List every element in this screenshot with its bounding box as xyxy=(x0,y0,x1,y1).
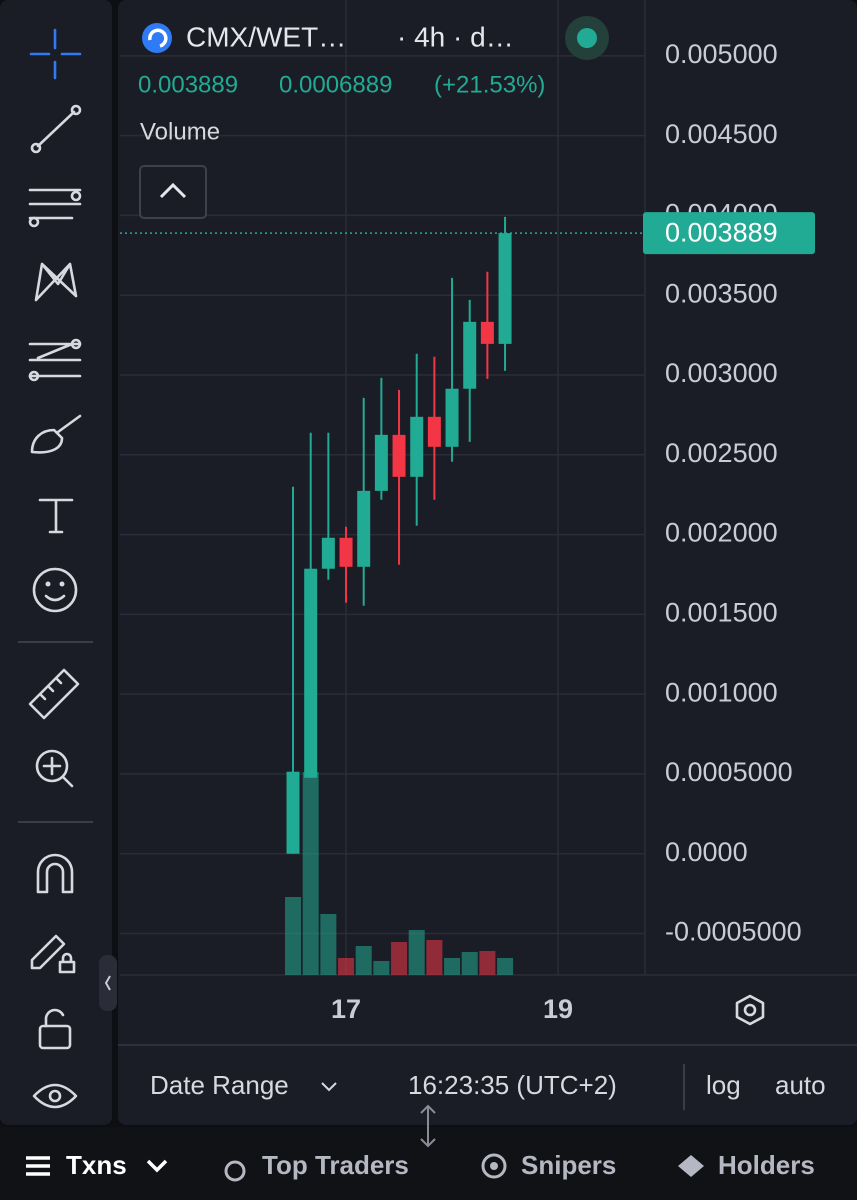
interval: · 4h · d… xyxy=(397,21,514,52)
tool-lock[interactable] xyxy=(38,1008,72,1050)
candle-body xyxy=(357,490,371,567)
candle-body xyxy=(480,321,494,344)
candles xyxy=(120,216,645,854)
volume-bar xyxy=(373,961,390,975)
status-dot xyxy=(577,28,597,48)
tool-fib[interactable] xyxy=(28,338,82,382)
token-icon-mark xyxy=(148,28,168,48)
candle-body xyxy=(463,321,477,389)
grid xyxy=(120,0,857,976)
candle-body xyxy=(445,388,459,447)
tab-holders[interactable]: Holders xyxy=(718,1150,815,1180)
tool-pattern[interactable] xyxy=(34,262,78,302)
collapse-toolbar[interactable] xyxy=(99,955,117,1011)
tool-text[interactable] xyxy=(38,498,74,534)
txns-chevron xyxy=(146,1159,168,1173)
clock: 16:23:35 (UTC+2) xyxy=(408,1070,617,1100)
candle-body xyxy=(498,233,512,344)
txns-icon xyxy=(26,1156,50,1176)
y-tick-label: 0.0005000 xyxy=(665,757,793,787)
tool-magnet[interactable] xyxy=(36,853,74,894)
date-range[interactable]: Date Range xyxy=(150,1070,289,1100)
price-change: 0.0006889 xyxy=(279,71,392,98)
settings-button[interactable] xyxy=(735,994,765,1026)
volume-bar xyxy=(444,958,461,975)
snipers-icon xyxy=(481,1153,507,1179)
volume-bar xyxy=(320,914,337,975)
collapse-icon xyxy=(104,975,111,991)
volume-bar xyxy=(355,946,372,975)
candle-body xyxy=(339,537,353,567)
volume-bar xyxy=(479,951,496,975)
tool-lock-draw[interactable] xyxy=(30,934,76,974)
toolbar-panel xyxy=(0,0,112,1125)
candle-body xyxy=(427,416,441,447)
y-tick-label: -0.0005000 xyxy=(665,917,802,947)
candle-body xyxy=(304,568,318,778)
tool-lines[interactable] xyxy=(28,188,82,228)
y-tick-label: 0.002000 xyxy=(665,518,778,548)
volume-bar xyxy=(461,952,478,975)
tool-brush[interactable] xyxy=(30,414,82,454)
collapse-chevron xyxy=(159,182,187,199)
volume-bar xyxy=(302,772,319,975)
y-tick-label: 0.001000 xyxy=(665,677,778,707)
log-toggle[interactable]: log xyxy=(706,1070,741,1100)
traders-icon xyxy=(224,1160,246,1182)
x-tick-label: 17 xyxy=(331,994,361,1024)
candle-body xyxy=(392,434,406,477)
volume-bar xyxy=(426,940,443,975)
volume-bar xyxy=(338,958,355,975)
tab-top-traders[interactable]: Top Traders xyxy=(262,1150,409,1180)
volume-bar xyxy=(408,930,425,975)
volume-bars xyxy=(285,772,514,975)
tool-trendline[interactable] xyxy=(30,104,82,154)
last-price-tag xyxy=(643,212,815,255)
last-price-label: 0.003889 xyxy=(665,217,778,247)
y-tick-label: 0.0000 xyxy=(665,837,748,867)
candle-body xyxy=(410,416,424,477)
token-icon xyxy=(142,23,172,53)
tool-ruler[interactable] xyxy=(28,668,80,720)
y-tick-label: 0.002500 xyxy=(665,438,778,468)
auto-toggle[interactable]: auto xyxy=(775,1070,826,1100)
holders-icon xyxy=(678,1155,704,1177)
y-tick-label: 0.005000 xyxy=(665,39,778,69)
candle-body xyxy=(286,771,300,854)
y-tick-label: 0.003500 xyxy=(665,278,778,308)
last-price: 0.003889 xyxy=(138,71,238,98)
volume-label: Volume xyxy=(140,118,220,145)
y-tick-label: 0.004500 xyxy=(665,119,778,149)
price-change-pct: (+21.53%) xyxy=(434,71,545,98)
tool-eye[interactable] xyxy=(32,1083,78,1109)
volume-bar xyxy=(391,942,408,975)
candle-body xyxy=(374,434,388,491)
snipers-icon-dot xyxy=(490,1162,498,1170)
date-range-chevron xyxy=(321,1082,337,1092)
tool-zoom[interactable] xyxy=(35,749,74,788)
volume-bar xyxy=(497,958,514,975)
candle-body xyxy=(321,537,335,569)
tab-txns[interactable]: Txns xyxy=(66,1150,127,1180)
volume-bar xyxy=(285,897,302,975)
collapse-button[interactable] xyxy=(139,165,207,219)
tool-emoji[interactable] xyxy=(32,567,78,613)
tool-crosshair[interactable] xyxy=(29,28,82,80)
x-tick-label: 19 xyxy=(543,994,573,1024)
resize-handle[interactable] xyxy=(420,1104,436,1148)
tab-snipers[interactable]: Snipers xyxy=(521,1150,616,1180)
price-axis: 0.0050000.0045000.0040000.0035000.003000… xyxy=(331,39,815,1024)
pair-title: CMX/WET… xyxy=(186,21,346,52)
y-tick-label: 0.001500 xyxy=(665,597,778,627)
y-tick-label: 0.003000 xyxy=(665,358,778,388)
